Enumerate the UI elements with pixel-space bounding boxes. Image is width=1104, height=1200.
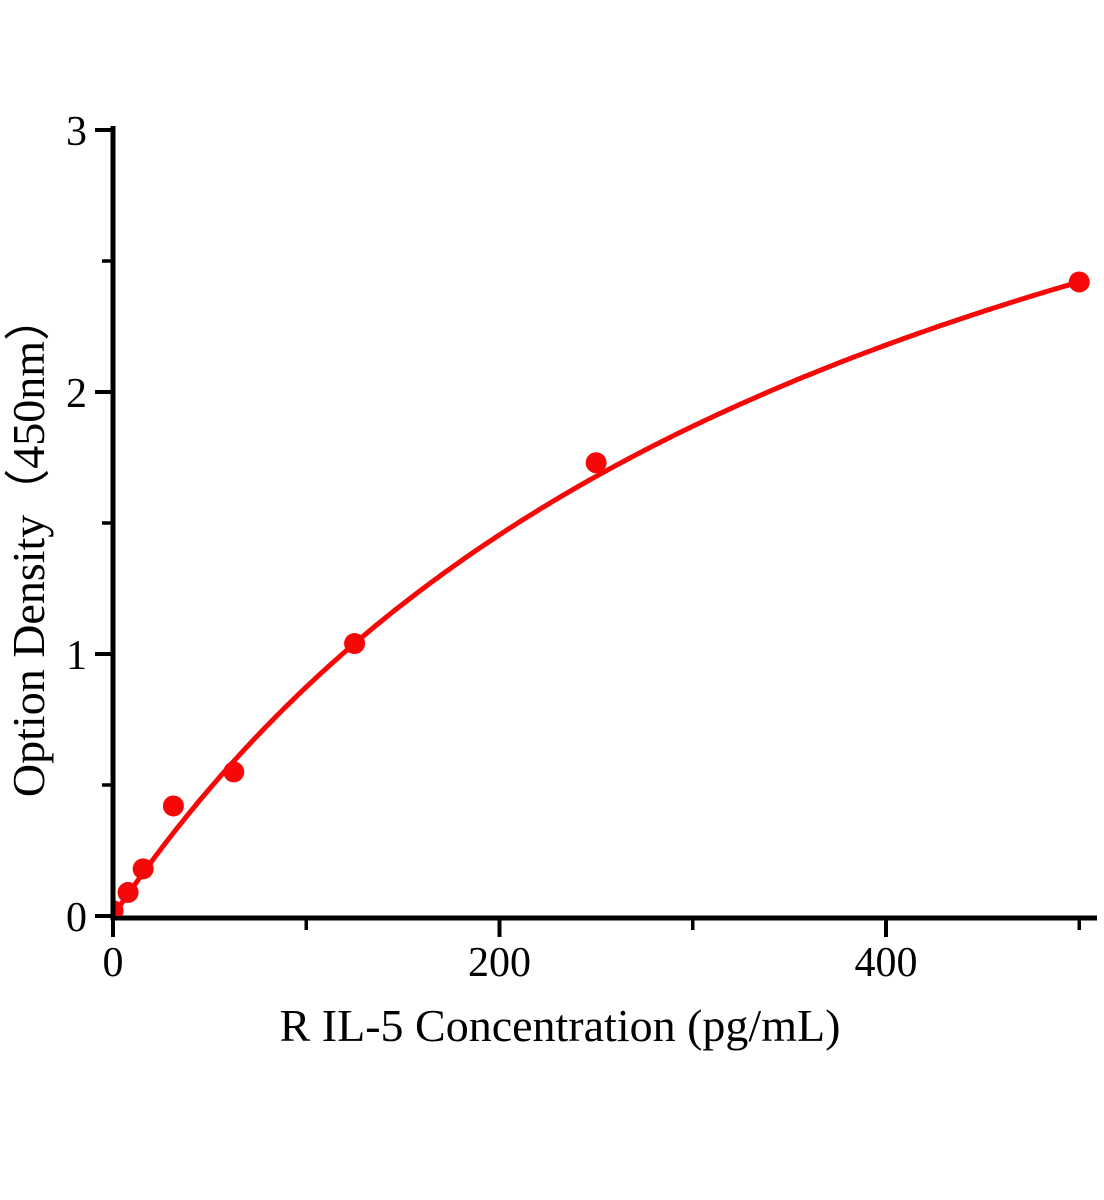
x-axis-tick-labels: 0 200 400 [103, 940, 918, 986]
data-point [115, 900, 124, 916]
x-tick-label: 200 [468, 940, 531, 986]
y-axis-tick-labels: 0 1 2 3 [66, 109, 87, 941]
y-axis-ticks [95, 128, 114, 918]
y-tick-label: 3 [66, 109, 87, 155]
y-tick-label: 1 [66, 633, 87, 679]
data-point [344, 633, 366, 655]
y-axis-title: Option Density（450nm） [3, 295, 54, 797]
x-axis-ticks [111, 917, 1081, 937]
data-points [115, 271, 1090, 916]
fit-curve [115, 278, 1086, 916]
x-axis-title: R IL-5 Concentration (pg/mL) [280, 1000, 841, 1051]
data-point [162, 795, 184, 817]
y-tick-label: 2 [66, 371, 87, 417]
data-point [1068, 271, 1090, 293]
data-point [585, 452, 607, 474]
y-tick-label: 0 [66, 895, 87, 941]
data-point [117, 881, 139, 903]
x-tick-label: 0 [103, 940, 124, 986]
x-tick-label: 400 [855, 940, 918, 986]
data-point [223, 761, 245, 783]
data-point [132, 858, 154, 880]
